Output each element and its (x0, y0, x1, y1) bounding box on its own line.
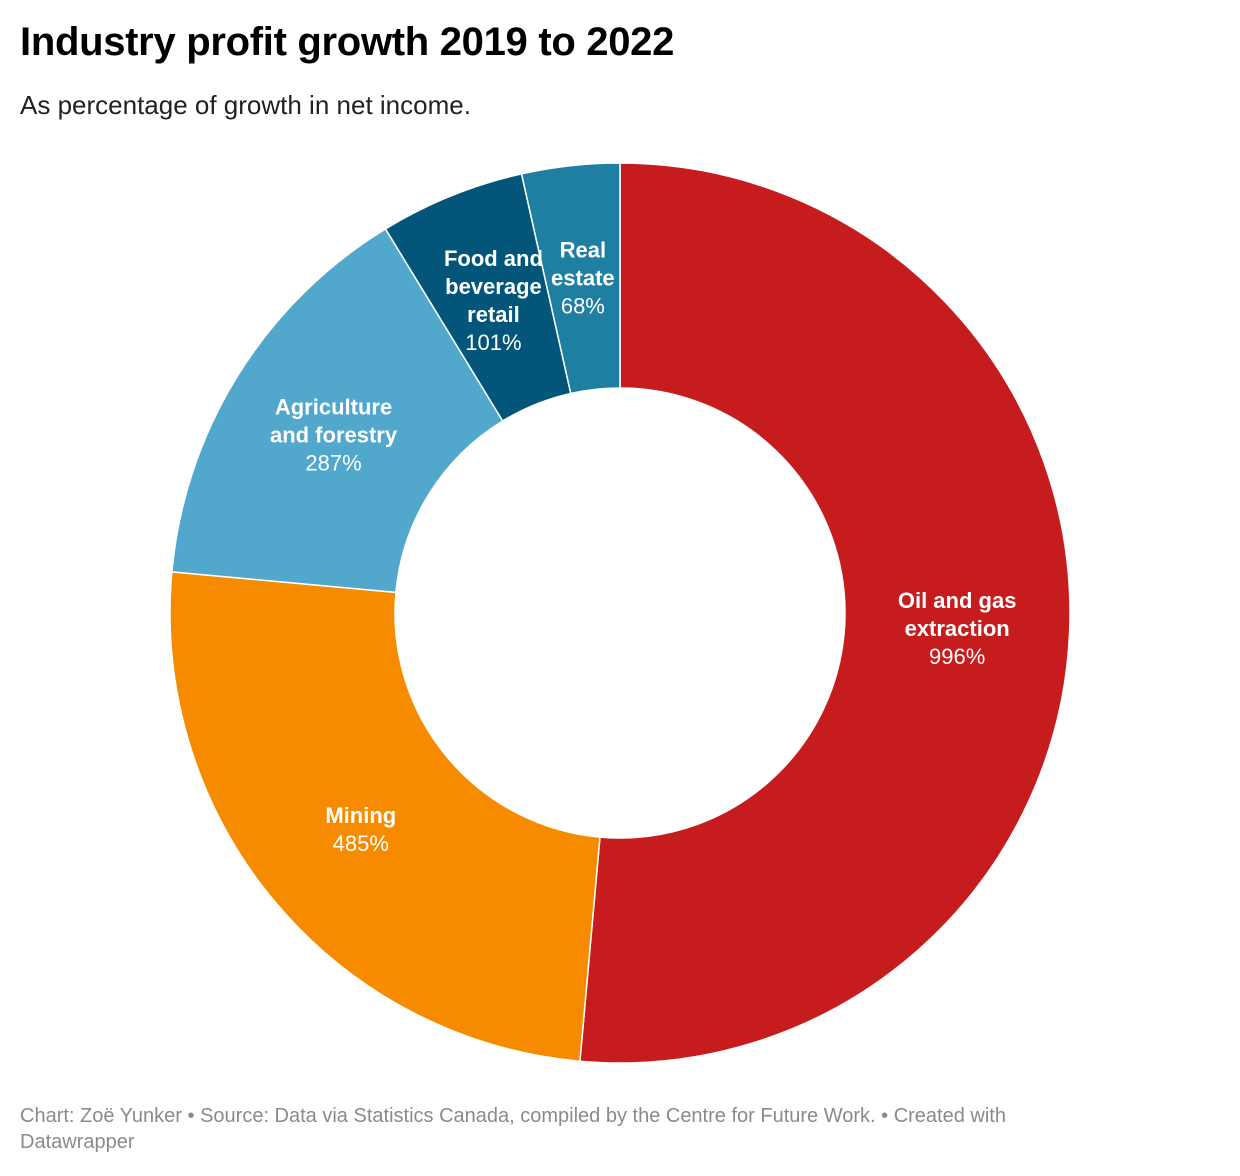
chart-title: Industry profit growth 2019 to 2022 (20, 20, 675, 64)
slice-label-value: 68% (561, 294, 605, 319)
footer-created-with: Created with Datawrapper (20, 1105, 1006, 1153)
slice-label-name: estate (551, 266, 615, 291)
slice-label-name: beverage (445, 274, 542, 299)
slice-label: Real estate 68% (551, 238, 615, 319)
slice-label-value: 287% (305, 451, 361, 476)
footer-source: Source: Data via Statistics Canada, comp… (200, 1105, 876, 1127)
slice-agriculture-and-forestry (171, 227, 504, 594)
slice-label-value: 996% (929, 644, 985, 669)
slice-label-name: Real (560, 238, 606, 263)
slice-label: Agriculture and forestry 287% (270, 395, 398, 476)
footer-separator: • (875, 1105, 894, 1127)
slice-label-name: Agriculture (275, 395, 392, 420)
slice-label-name: Mining (325, 803, 396, 828)
slice-label: Oil and gas extraction 996% (898, 588, 1017, 669)
footer-separator: • (181, 1105, 201, 1127)
slice-label-name: and forestry (270, 423, 398, 448)
slice-label-name: extraction (905, 616, 1010, 641)
slice-label-value: 485% (333, 831, 389, 856)
slice-oil-and-gas-extraction (579, 162, 1071, 1064)
donut-chart: Oil and gas extraction 996% Mining 485% Agric… (169, 162, 1071, 1064)
slice-label-name: Food and (444, 246, 543, 271)
slice-label: Food and beverage retail 101% (444, 246, 543, 355)
chart-footer: Chart: Zoë Yunker • Source: Data via Sta… (20, 1103, 1120, 1155)
slice-label: Mining 485% (325, 803, 396, 856)
donut-labels: Oil and gas extraction 996% Mining 485% Agric… (270, 238, 1017, 857)
donut-slices (169, 162, 1071, 1064)
slice-mining (169, 571, 601, 1063)
chart-subtitle: As percentage of growth in net income. (20, 90, 471, 120)
slice-label-name: Oil and gas (898, 588, 1017, 613)
slice-real-estate (520, 162, 621, 395)
footer-credit: Chart: Zoë Yunker (20, 1105, 182, 1127)
slice-label-name: retail (467, 302, 520, 327)
slice-label-value: 101% (465, 330, 521, 355)
